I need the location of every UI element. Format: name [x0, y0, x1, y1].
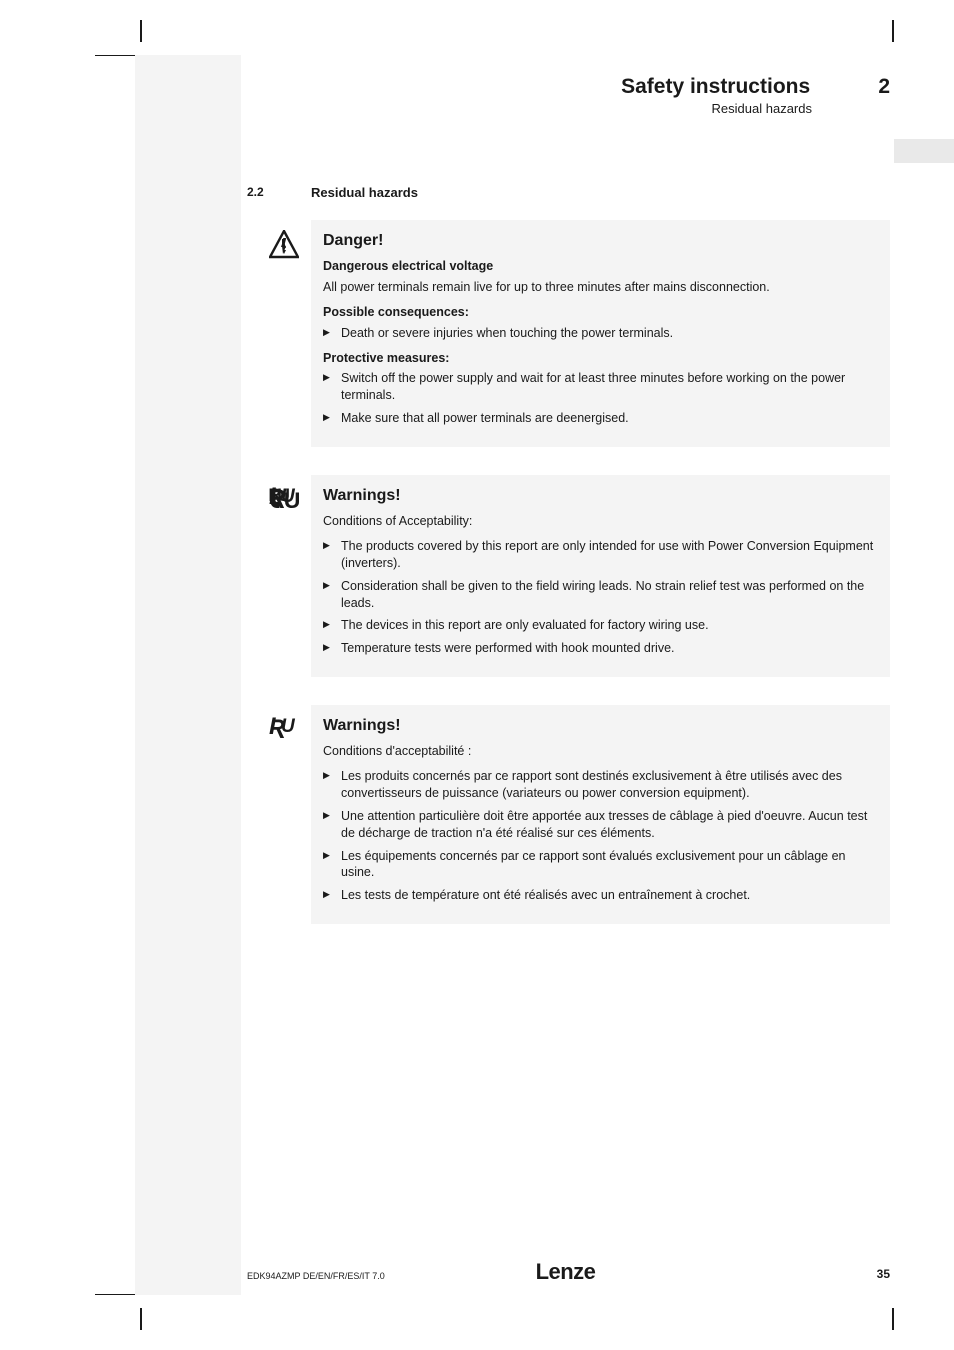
list-item: Death or severe injuries when touching t…: [323, 325, 878, 342]
list-item: Temperature tests were performed with ho…: [323, 640, 878, 657]
warnings-heading: Warnings!: [323, 717, 878, 735]
danger-para1: All power terminals remain live for up t…: [323, 279, 878, 296]
list-item: Une attention particulière doit être app…: [323, 808, 878, 842]
list-item: Les produits concernés par ce rapport so…: [323, 768, 878, 802]
chapter-number: 2: [846, 75, 890, 99]
ul-recognized-icon: ƦU: [269, 715, 299, 745]
danger-measures-list: Switch off the power supply and wait for…: [323, 370, 878, 427]
chapter-title: Safety instructions: [621, 75, 810, 98]
page-body: Safety instructions 2 Residual hazards 2…: [135, 55, 894, 1295]
list-item: The devices in this report are only eval…: [323, 617, 878, 634]
warnings-heading: Warnings!: [323, 487, 878, 505]
chapter-subtitle: Residual hazards: [241, 101, 890, 116]
danger-sub2: Possible consequences:: [323, 304, 878, 321]
crop-mark-tr: [892, 20, 894, 42]
list-item: Make sure that all power terminals are d…: [323, 410, 878, 427]
content-area: Danger! Dangerous electrical voltage All…: [311, 220, 890, 952]
page-number: 35: [877, 1267, 890, 1281]
lenze-logo: Lenze: [536, 1259, 596, 1285]
crop-mark-bl: [95, 1294, 135, 1295]
danger-sub3: Protective measures:: [323, 350, 878, 367]
ul-recognized-icon: ƦU: [269, 485, 299, 515]
crop-mark-bottom: [140, 1308, 142, 1330]
warnings-box-fr: ƦU Warnings! Conditions d'acceptabilité …: [311, 705, 890, 924]
section-number: 2.2: [241, 185, 311, 199]
list-item: Les tests de température ont été réalisé…: [323, 887, 878, 904]
list-item: Les équipements concernés par ce rapport…: [323, 848, 878, 882]
warnings-list: The products covered by this report are …: [323, 538, 878, 657]
warnings-list: Les produits concernés par ce rapport so…: [323, 768, 878, 904]
crop-mark-top: [140, 20, 142, 42]
left-margin-column: [135, 55, 241, 1295]
crop-mark-tl: [95, 55, 135, 56]
danger-heading: Danger!: [323, 232, 878, 250]
danger-icon: [269, 230, 299, 260]
page-header: Safety instructions 2 Residual hazards: [241, 75, 894, 116]
warnings-intro: Conditions of Acceptability:: [323, 513, 878, 530]
section-title: Residual hazards: [311, 185, 894, 200]
danger-sub1: Dangerous electrical voltage: [323, 258, 878, 275]
page-footer: EDK94AZMP DE/EN/FR/ES/IT 7.0 Lenze 35: [241, 1257, 890, 1285]
chapter-title-row: Safety instructions 2: [241, 75, 890, 99]
section-heading-row: 2.2 Residual hazards: [241, 185, 894, 200]
crop-mark-br: [892, 1308, 894, 1330]
warnings-intro: Conditions d'acceptabilité :: [323, 743, 878, 760]
list-item: Switch off the power supply and wait for…: [323, 370, 878, 404]
warnings-box-en: U ᴿᵁ ƦU Warnings! Conditions of Acceptab…: [311, 475, 890, 677]
list-item: The products covered by this report are …: [323, 538, 878, 572]
side-tab: [894, 139, 954, 163]
danger-consequences-list: Death or severe injuries when touching t…: [323, 325, 878, 342]
danger-box: Danger! Dangerous electrical voltage All…: [311, 220, 890, 447]
document-id: EDK94AZMP DE/EN/FR/ES/IT 7.0: [247, 1271, 385, 1281]
list-item: Consideration shall be given to the fiel…: [323, 578, 878, 612]
